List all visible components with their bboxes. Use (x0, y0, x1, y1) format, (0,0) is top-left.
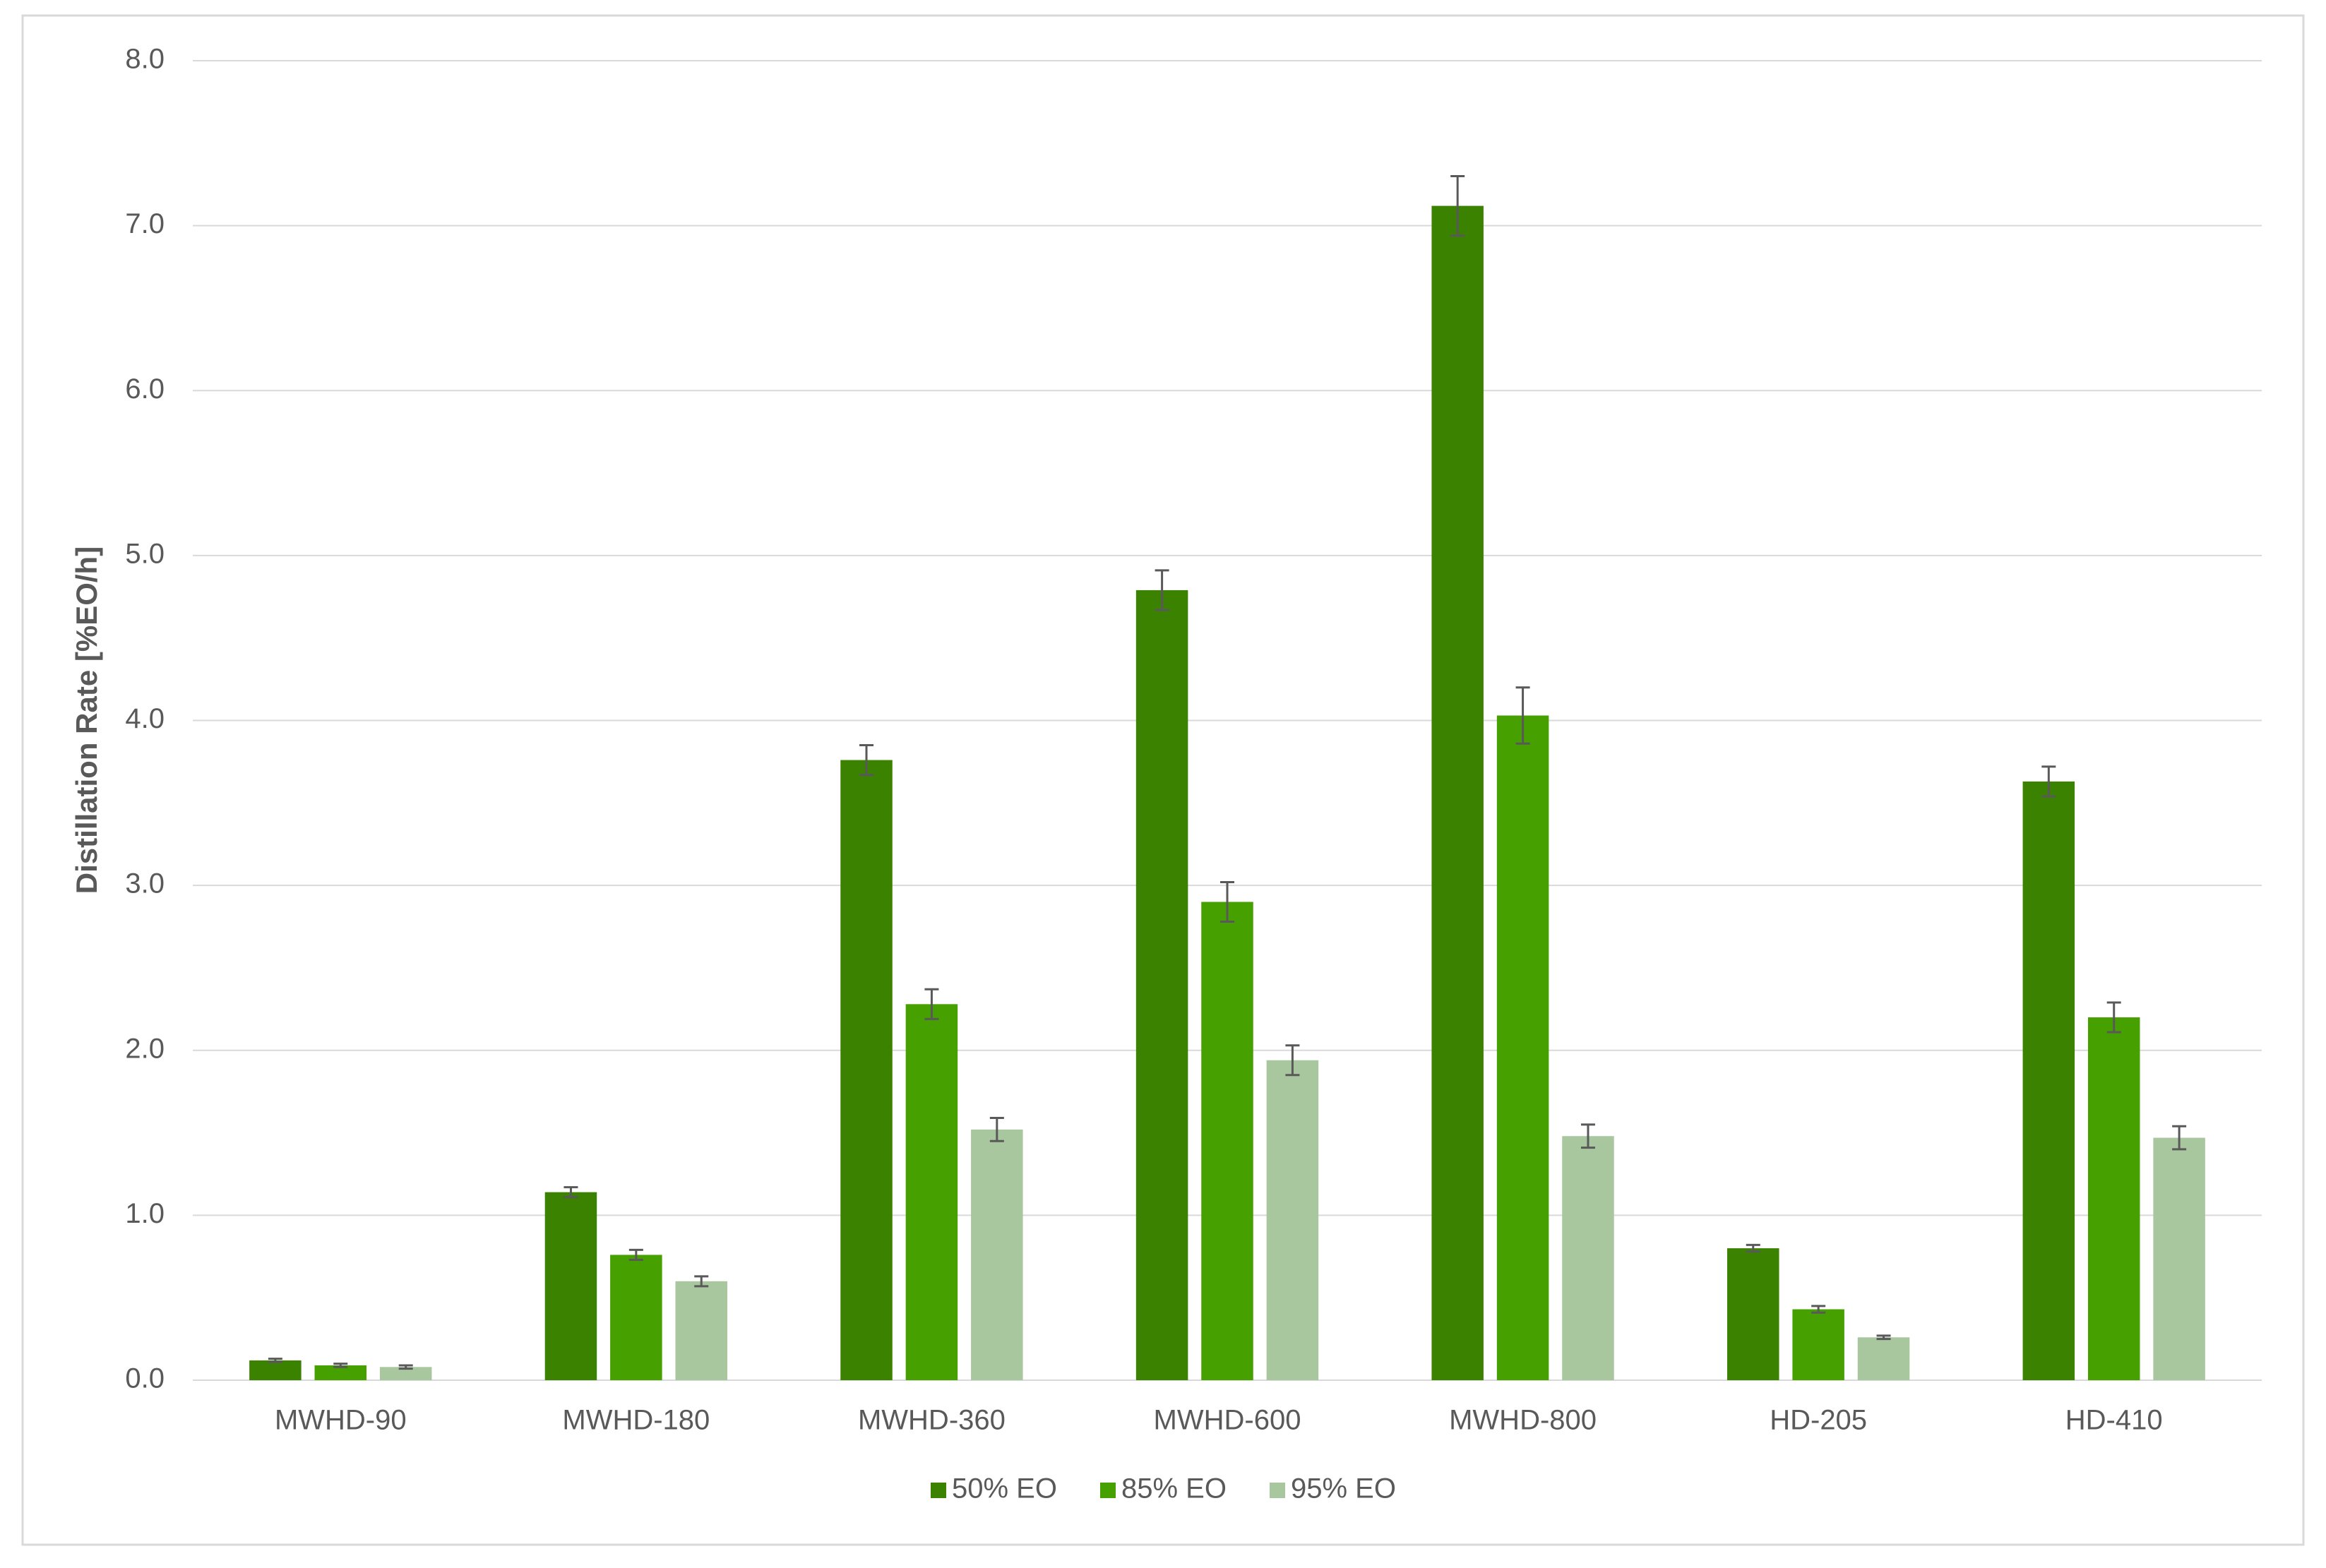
x-tick-label: MWHD-90 (275, 1405, 407, 1436)
bar (1792, 1309, 1844, 1380)
error-bar (989, 1117, 1004, 1142)
error-bar (1450, 175, 1465, 237)
error-bar (2172, 1125, 2187, 1151)
bar (1857, 1337, 1910, 1380)
legend-swatch (1100, 1483, 1116, 1498)
y-tick-label: 4.0 (125, 703, 165, 734)
bar (1726, 1248, 1779, 1380)
bar (610, 1255, 662, 1380)
error-bar (398, 1364, 413, 1370)
bar (2153, 1137, 2205, 1380)
legend-swatch (1270, 1483, 1285, 1498)
error-bar (333, 1363, 348, 1368)
legend-label: 50% EO (952, 1473, 1057, 1504)
bar (249, 1360, 302, 1380)
x-tick-label: MWHD-600 (1154, 1405, 1301, 1436)
y-tick-label: 8.0 (125, 44, 165, 75)
x-tick-label: HD-410 (2065, 1405, 2163, 1436)
y-tick-label: 6.0 (125, 373, 165, 405)
error-bar (2106, 1001, 2121, 1034)
error-bar (563, 1186, 578, 1199)
x-tick-label: MWHD-360 (858, 1405, 1006, 1436)
bar (675, 1281, 728, 1380)
bar (1496, 715, 1549, 1380)
error-bar (1580, 1123, 1595, 1149)
error-bar (694, 1275, 709, 1288)
y-axis-label: Distillation Rate [%EO/h] (70, 546, 103, 894)
error-bar (1876, 1334, 1891, 1341)
error-bar (628, 1248, 643, 1261)
bar (1266, 1060, 1319, 1380)
bar (1562, 1136, 1614, 1380)
error-bar (1220, 880, 1234, 923)
legend-label: 95% EO (1291, 1473, 1396, 1504)
error-bar (1811, 1305, 1826, 1314)
legend-swatch (931, 1483, 946, 1498)
error-bar (924, 988, 939, 1020)
bar (840, 760, 893, 1380)
y-tick-label: 2.0 (125, 1033, 165, 1064)
bar (314, 1365, 367, 1380)
bar (1135, 590, 1188, 1380)
error-bar (1515, 686, 1530, 745)
x-tick-label: HD-205 (1770, 1405, 1867, 1436)
error-bar (1155, 569, 1169, 611)
error-bar (2041, 765, 2056, 798)
bar (905, 1004, 958, 1380)
bar (2087, 1017, 2140, 1380)
y-tick-label: 7.0 (125, 208, 165, 239)
legend-label: 85% EO (1121, 1473, 1227, 1504)
y-tick-label: 3.0 (125, 868, 165, 899)
y-tick-label: 1.0 (125, 1198, 165, 1229)
bar (544, 1192, 597, 1380)
error-bar (268, 1358, 282, 1363)
bar (1201, 902, 1253, 1380)
bar (971, 1129, 1023, 1380)
y-tick-label: 5.0 (125, 538, 165, 569)
bar (379, 1367, 432, 1380)
bar (1431, 205, 1484, 1381)
x-tick-label: MWHD-800 (1449, 1405, 1597, 1436)
error-bar (1746, 1243, 1760, 1253)
bar (2022, 781, 2075, 1380)
error-bar (859, 744, 874, 777)
y-tick-label: 0.0 (125, 1363, 165, 1394)
error-bar (1285, 1044, 1300, 1077)
x-tick-label: MWHD-180 (562, 1405, 710, 1436)
